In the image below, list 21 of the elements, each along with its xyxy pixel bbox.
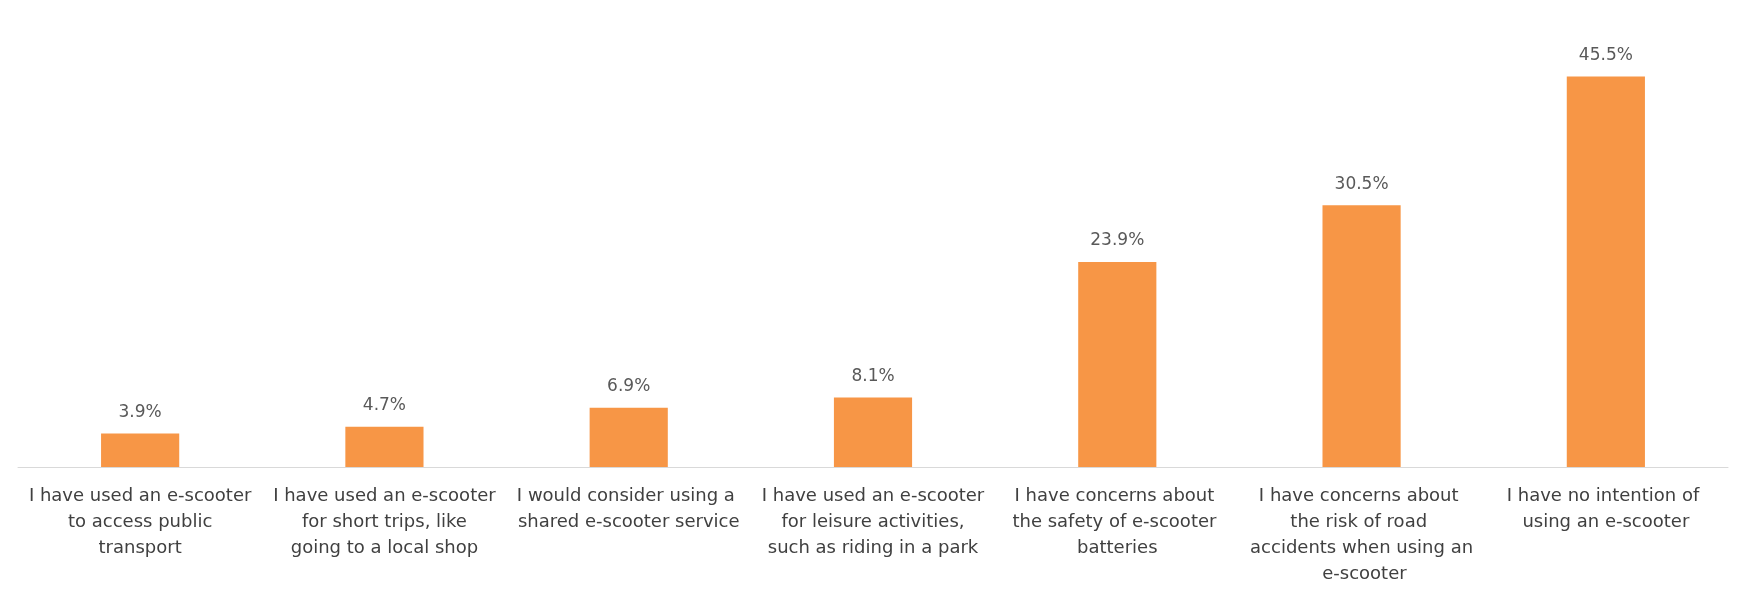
data-label: 8.1% [851, 365, 895, 385]
x-tick-label: I have used an e-scooter to access public transport [28, 483, 252, 557]
bar [1078, 261, 1157, 467]
data-label: 45.5% [1578, 44, 1633, 65]
bar [1322, 205, 1401, 467]
bar [1566, 76, 1645, 467]
x-tick-label: I would consider using a shared e-scooter service [516, 483, 741, 531]
data-label: 4.7% [362, 394, 407, 415]
bar [589, 407, 668, 467]
x-tick-label: I have no intention of using an e-scooter [1506, 483, 1705, 531]
data-label: 6.9% [607, 375, 651, 396]
x-tick-label: I have concerns about the safety of e-scooter batteries [1012, 483, 1223, 557]
x-tick-label: I have used an e-scooter for short trips, like going to a local shop [273, 483, 497, 557]
data-label: 23.9% [1090, 229, 1145, 250]
bar [833, 397, 913, 467]
bar [345, 426, 424, 467]
bar [101, 433, 180, 467]
data-label: 30.5% [1334, 172, 1389, 193]
data-label: 3.9% [118, 401, 162, 422]
x-tick-label: I have concerns about the risk of road accidents when using an e-scooter [1250, 483, 1474, 583]
x-tick-label: I have used an e-scooter for leisure activities, such as riding in a park [761, 483, 985, 557]
